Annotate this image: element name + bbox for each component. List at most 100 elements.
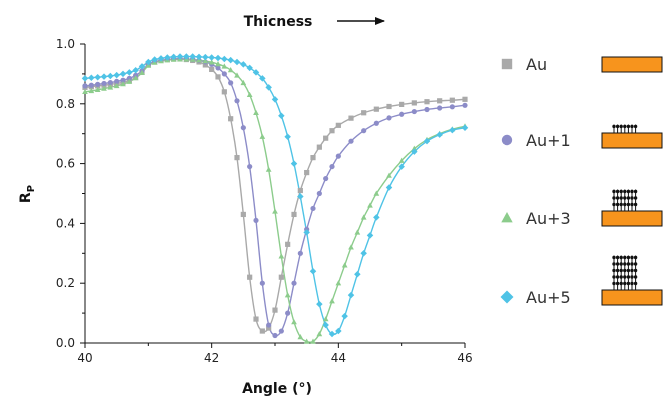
data-point	[297, 334, 304, 340]
gold-substrate-icon	[601, 210, 663, 227]
data-point	[107, 79, 113, 86]
data-point	[316, 331, 323, 337]
data-point	[101, 85, 107, 91]
gold-substrate-icon	[601, 132, 663, 149]
data-point	[272, 208, 278, 214]
data-point	[221, 55, 228, 63]
data-point	[272, 332, 278, 339]
x-tick-label: 46	[457, 351, 472, 365]
data-point	[81, 75, 89, 82]
legend-entry-au-plus-3: Au+3	[501, 189, 663, 228]
data-point	[132, 75, 139, 81]
data-point	[411, 148, 418, 155]
data-point	[290, 160, 298, 167]
data-point	[119, 70, 127, 78]
data-point	[221, 63, 228, 69]
thickness-annotation: Thicness	[244, 14, 313, 30]
series-points-au-plus-5	[81, 53, 469, 338]
legend-marker	[501, 134, 513, 146]
data-point	[259, 280, 265, 286]
y-tick-label: 0.8	[56, 97, 75, 111]
data-point	[285, 241, 291, 247]
data-point	[88, 74, 95, 82]
data-point	[462, 96, 468, 102]
data-point	[176, 53, 184, 60]
data-point	[247, 163, 253, 170]
data-point	[284, 133, 291, 140]
data-point	[347, 291, 355, 299]
data-point	[113, 71, 120, 79]
data-point	[88, 82, 94, 88]
data-point	[354, 270, 361, 278]
data-point	[202, 58, 209, 64]
y-tick-label: 0.4	[56, 216, 75, 230]
data-point	[449, 97, 455, 103]
data-point	[126, 78, 133, 84]
data-point	[120, 81, 126, 87]
data-point	[386, 115, 392, 121]
data-point	[297, 193, 304, 200]
data-point	[366, 232, 374, 239]
data-point	[386, 172, 392, 178]
data-point	[323, 175, 329, 182]
data-point	[322, 316, 329, 322]
data-point	[373, 214, 380, 221]
data-point	[132, 67, 139, 74]
data-point	[247, 274, 253, 280]
data-point	[209, 66, 215, 73]
data-point	[341, 312, 348, 320]
molecular-layers-icon	[612, 124, 638, 133]
data-point	[266, 325, 272, 331]
x-tick-label: 42	[204, 351, 219, 365]
legend: Au Au+1 Au+3 Au+5	[500, 55, 663, 307]
data-point	[266, 322, 272, 328]
data-point	[278, 274, 284, 280]
data-point	[341, 262, 348, 268]
legend-marker	[500, 290, 514, 304]
data-point	[202, 62, 208, 68]
data-point	[278, 328, 284, 334]
data-point	[139, 69, 145, 75]
legend-label: Au+3	[526, 209, 571, 228]
x-axis-title: Angle (°)	[242, 381, 312, 397]
data-point	[253, 109, 259, 115]
data-point	[335, 327, 342, 335]
data-point	[323, 135, 329, 141]
data-point	[361, 110, 367, 116]
legend-label: Au+1	[526, 131, 571, 150]
data-point	[138, 63, 146, 70]
data-point	[310, 155, 316, 161]
data-point	[303, 229, 310, 236]
data-point	[94, 86, 101, 92]
y-axis-title-main: R	[18, 192, 34, 203]
series-markers	[81, 53, 469, 344]
data-point	[202, 53, 209, 61]
data-point	[316, 190, 322, 197]
data-point	[398, 163, 405, 170]
y-tick-label: 1.0	[56, 37, 75, 51]
series-points-au-plus-1	[82, 56, 468, 339]
data-point	[291, 211, 297, 218]
data-point	[322, 321, 329, 329]
data-point	[284, 292, 291, 298]
data-point	[329, 163, 335, 170]
y-tick-label: 0.0	[56, 336, 75, 350]
data-point	[461, 124, 469, 131]
data-point	[240, 211, 246, 218]
data-point	[101, 80, 107, 87]
data-point	[399, 111, 405, 117]
data-point	[348, 138, 354, 144]
legend-entry-au-plus-1: Au+1	[501, 124, 663, 150]
data-point	[107, 72, 114, 80]
data-point	[385, 184, 393, 191]
data-point	[234, 155, 240, 161]
data-point	[278, 253, 285, 259]
data-point	[335, 280, 342, 286]
data-point	[271, 96, 279, 103]
legend-marker	[501, 58, 513, 70]
data-point	[328, 330, 336, 338]
data-point	[114, 78, 120, 84]
gold-substrate-icon	[601, 289, 663, 306]
x-tick-label: 40	[77, 351, 92, 365]
